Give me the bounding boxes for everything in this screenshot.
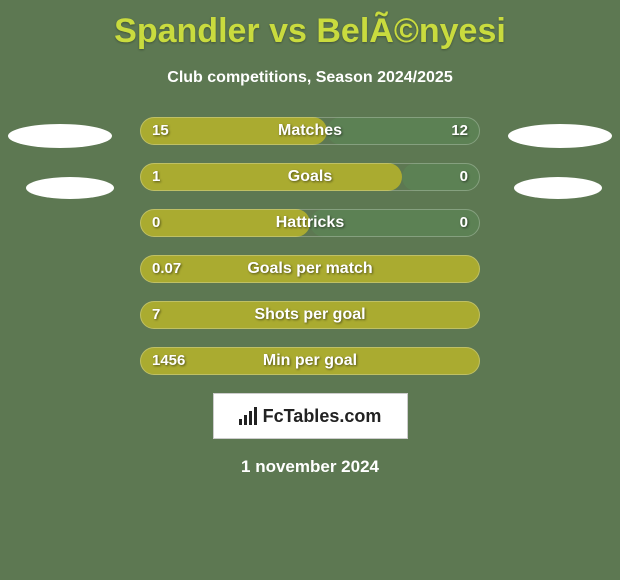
page-title: Spandler vs BelÃ©nyesi: [0, 0, 620, 51]
logo-content: FcTables.com: [239, 406, 382, 427]
stat-row: 10Goals: [140, 163, 480, 191]
placeholder-ellipse: [508, 124, 612, 148]
placeholder-ellipse: [26, 177, 114, 199]
chart-area: 1512Matches 10Goals 00Hattricks 0.07Goals p…: [0, 117, 620, 375]
stat-row: 1456Min per goal: [140, 347, 480, 375]
logo-text: FcTables.com: [263, 406, 382, 427]
stat-label: Shots per goal: [140, 301, 480, 329]
stat-row: 1512Matches: [140, 117, 480, 145]
stat-row: 0.07Goals per match: [140, 255, 480, 283]
placeholder-ellipse: [8, 124, 112, 148]
stat-label: Min per goal: [140, 347, 480, 375]
bar-chart-icon: [239, 407, 257, 425]
footer-date: 1 november 2024: [0, 457, 620, 477]
stat-label: Hattricks: [140, 209, 480, 237]
stat-label: Goals per match: [140, 255, 480, 283]
stat-label: Goals: [140, 163, 480, 191]
stat-label: Matches: [140, 117, 480, 145]
stat-row: 7Shots per goal: [140, 301, 480, 329]
stat-row: 00Hattricks: [140, 209, 480, 237]
fctables-logo[interactable]: FcTables.com: [213, 393, 408, 439]
subtitle: Club competitions, Season 2024/2025: [0, 69, 620, 87]
placeholder-ellipse: [514, 177, 602, 199]
